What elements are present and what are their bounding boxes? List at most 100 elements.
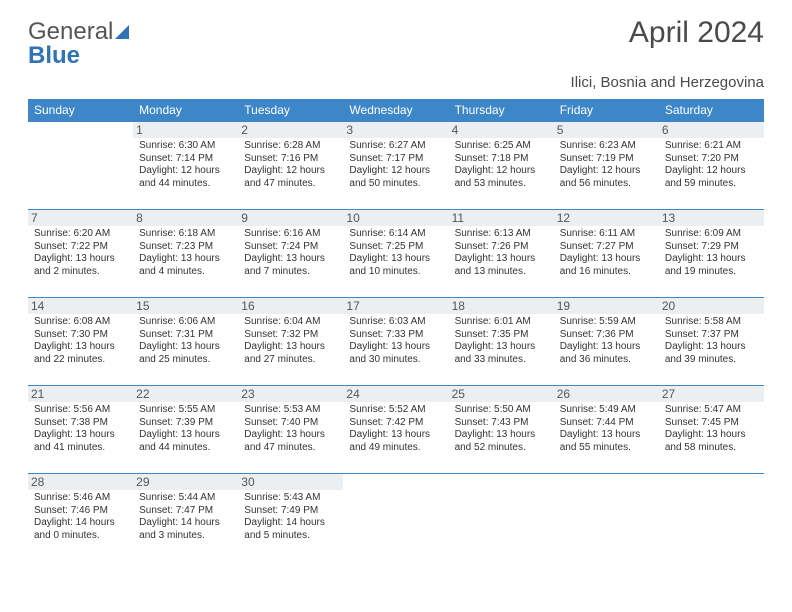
- day-number: 25: [449, 386, 554, 402]
- day-detail: Sunrise: 6:09 AMSunset: 7:29 PMDaylight:…: [665, 228, 758, 278]
- day-detail: Sunrise: 5:47 AMSunset: 7:45 PMDaylight:…: [665, 404, 758, 454]
- day-detail-line: Sunrise: 6:04 AM: [244, 316, 320, 327]
- day-number: 11: [449, 210, 554, 226]
- day-detail-line: Sunset: 7:46 PM: [34, 505, 108, 516]
- day-detail-line: Daylight: 13 hours: [139, 341, 220, 352]
- calendar-cell: 10Sunrise: 6:14 AMSunset: 7:25 PMDayligh…: [343, 210, 448, 298]
- location-subtitle: Ilici, Bosnia and Herzegovina: [28, 74, 764, 91]
- day-detail-line: and 52 minutes.: [455, 442, 526, 453]
- day-detail-line: and 27 minutes.: [244, 354, 315, 365]
- day-detail-line: Sunrise: 6:18 AM: [139, 228, 215, 239]
- day-detail: Sunrise: 5:59 AMSunset: 7:36 PMDaylight:…: [560, 316, 653, 366]
- day-number: 4: [449, 122, 554, 138]
- brand-part1: General: [28, 18, 113, 45]
- day-detail-line: Sunset: 7:14 PM: [139, 153, 213, 164]
- day-detail-line: Sunset: 7:39 PM: [139, 417, 213, 428]
- calendar-cell: 21Sunrise: 5:56 AMSunset: 7:38 PMDayligh…: [28, 386, 133, 474]
- day-detail: Sunrise: 6:25 AMSunset: 7:18 PMDaylight:…: [455, 140, 548, 190]
- day-number: 22: [133, 386, 238, 402]
- header-row: General Blue April 2024: [28, 18, 764, 68]
- day-detail-line: and 56 minutes.: [560, 178, 631, 189]
- day-detail: Sunrise: 6:21 AMSunset: 7:20 PMDaylight:…: [665, 140, 758, 190]
- calendar-week-row: 7Sunrise: 6:20 AMSunset: 7:22 PMDaylight…: [28, 210, 764, 298]
- day-detail-line: Sunrise: 6:21 AM: [665, 140, 741, 151]
- day-detail-line: Sunset: 7:43 PM: [455, 417, 529, 428]
- day-header: Wednesday: [343, 99, 448, 122]
- day-detail-line: Sunrise: 5:55 AM: [139, 404, 215, 415]
- calendar-cell: 26Sunrise: 5:49 AMSunset: 7:44 PMDayligh…: [554, 386, 659, 474]
- day-detail-line: and 22 minutes.: [34, 354, 105, 365]
- day-detail-line: Daylight: 13 hours: [455, 429, 536, 440]
- day-detail-line: Sunset: 7:29 PM: [665, 241, 739, 252]
- day-number: 26: [554, 386, 659, 402]
- day-detail-line: Daylight: 13 hours: [349, 341, 430, 352]
- calendar-cell: 19Sunrise: 5:59 AMSunset: 7:36 PMDayligh…: [554, 298, 659, 386]
- day-detail-line: and 59 minutes.: [665, 178, 736, 189]
- day-detail-line: Sunrise: 6:28 AM: [244, 140, 320, 151]
- day-detail-line: Sunset: 7:47 PM: [139, 505, 213, 516]
- day-detail-line: Sunrise: 5:50 AM: [455, 404, 531, 415]
- day-detail-line: Daylight: 13 hours: [244, 341, 325, 352]
- day-detail-line: Sunrise: 6:27 AM: [349, 140, 425, 151]
- calendar-cell: 9Sunrise: 6:16 AMSunset: 7:24 PMDaylight…: [238, 210, 343, 298]
- calendar-cell: 23 Sunrise: 5:53 AMSunset: 7:40 PMDayligh…: [238, 386, 343, 474]
- day-detail: Sunrise: 5:53 AMSunset: 7:40 PMDaylight:…: [244, 404, 337, 454]
- day-detail-line: Sunrise: 6:23 AM: [560, 140, 636, 151]
- day-detail-line: Sunset: 7:23 PM: [139, 241, 213, 252]
- day-detail-line: and 2 minutes.: [34, 266, 100, 277]
- day-detail: Sunrise: 6:18 AMSunset: 7:23 PMDaylight:…: [139, 228, 232, 278]
- day-number: 17: [343, 298, 448, 314]
- day-header-row: Sunday Monday Tuesday Wednesday Thursday…: [28, 99, 764, 122]
- day-detail: Sunrise: 5:50 AM Sunset: 7:43 PMDaylight:…: [455, 404, 548, 454]
- calendar-cell: 7Sunrise: 6:20 AMSunset: 7:22 PMDaylight…: [28, 210, 133, 298]
- calendar-cell: 5Sunrise: 6:23 AMSunset: 7:19 PMDaylight…: [554, 122, 659, 210]
- calendar-cell: 29Sunrise: 5:44 AMSunset: 7:47 PMDayligh…: [133, 474, 238, 562]
- day-detail-line: Sunset: 7:25 PM: [349, 241, 423, 252]
- day-detail-line: and 7 minutes.: [244, 266, 310, 277]
- calendar-cell: [28, 122, 133, 210]
- calendar-week-row: 28Sunrise: 5:46 AMSunset: 7:46 PMDayligh…: [28, 474, 764, 562]
- page-title: April 2024: [629, 18, 764, 48]
- calendar-cell: 28Sunrise: 5:46 AMSunset: 7:46 PMDayligh…: [28, 474, 133, 562]
- day-detail-line: Sunset: 7:26 PM: [455, 241, 529, 252]
- day-detail-line: and 10 minutes.: [349, 266, 420, 277]
- day-detail-line: and 50 minutes.: [349, 178, 420, 189]
- day-detail: Sunrise: 6:16 AMSunset: 7:24 PMDaylight:…: [244, 228, 337, 278]
- day-detail-line: Sunrise: 6:06 AM: [139, 316, 215, 327]
- day-number: 23: [238, 386, 343, 402]
- day-detail-line: Sunset: 7:24 PM: [244, 241, 318, 252]
- day-detail: Sunrise: 5:44 AMSunset: 7:47 PMDaylight:…: [139, 492, 232, 542]
- day-detail-line: Daylight: 12 hours: [139, 165, 220, 176]
- day-detail-line: Sunset: 7:44 PM: [560, 417, 634, 428]
- day-detail-line: Sunrise: 5:47 AM: [665, 404, 741, 415]
- day-detail-line: Sunset: 7:38 PM: [34, 417, 108, 428]
- calendar-cell: 1Sunrise: 6:30 AMSunset: 7:14 PMDaylight…: [133, 122, 238, 210]
- day-detail-line: Sunset: 7:35 PM: [455, 329, 529, 340]
- day-number: 16: [238, 298, 343, 314]
- day-detail-line: Sunset: 7:22 PM: [34, 241, 108, 252]
- calendar-cell: 4 Sunrise: 6:25 AMSunset: 7:18 PMDaylight…: [449, 122, 554, 210]
- day-detail-line: Daylight: 13 hours: [560, 429, 641, 440]
- day-detail: Sunrise: 5:58 AMSunset: 7:37 PMDaylight:…: [665, 316, 758, 366]
- day-detail-line: Sunset: 7:37 PM: [665, 329, 739, 340]
- calendar-cell: [554, 474, 659, 562]
- calendar-cell: 11Sunrise: 6:13 AMSunset: 7:26 PMDayligh…: [449, 210, 554, 298]
- day-detail: Sunrise: 6:11 AMSunset: 7:27 PMDaylight:…: [560, 228, 653, 278]
- day-detail: Sunrise: 5:55 AMSunset: 7:39 PMDaylight:…: [139, 404, 232, 454]
- calendar-table: Sunday Monday Tuesday Wednesday Thursday…: [28, 99, 764, 561]
- day-detail-line: Sunrise: 6:25 AM: [455, 140, 531, 151]
- day-detail-line: Sunset: 7:31 PM: [139, 329, 213, 340]
- day-detail-line: and 30 minutes.: [349, 354, 420, 365]
- day-detail-line: Sunset: 7:20 PM: [665, 153, 739, 164]
- day-detail-line: Sunset: 7:32 PM: [244, 329, 318, 340]
- day-detail-line: and 49 minutes.: [349, 442, 420, 453]
- day-detail: Sunrise: 6:27 AMSunset: 7:17 PMDaylight:…: [349, 140, 442, 190]
- calendar-cell: [659, 474, 764, 562]
- day-detail: Sunrise: 6:03 AMSunset: 7:33 PMDaylight:…: [349, 316, 442, 366]
- calendar-cell: 15Sunrise: 6:06 AMSunset: 7:31 PMDayligh…: [133, 298, 238, 386]
- day-detail-line: Daylight: 13 hours: [244, 429, 325, 440]
- day-detail-line: Daylight: 14 hours: [34, 517, 115, 528]
- day-detail-line: Daylight: 13 hours: [665, 253, 746, 264]
- day-detail-line: and 33 minutes.: [455, 354, 526, 365]
- day-detail-line: Sunset: 7:16 PM: [244, 153, 318, 164]
